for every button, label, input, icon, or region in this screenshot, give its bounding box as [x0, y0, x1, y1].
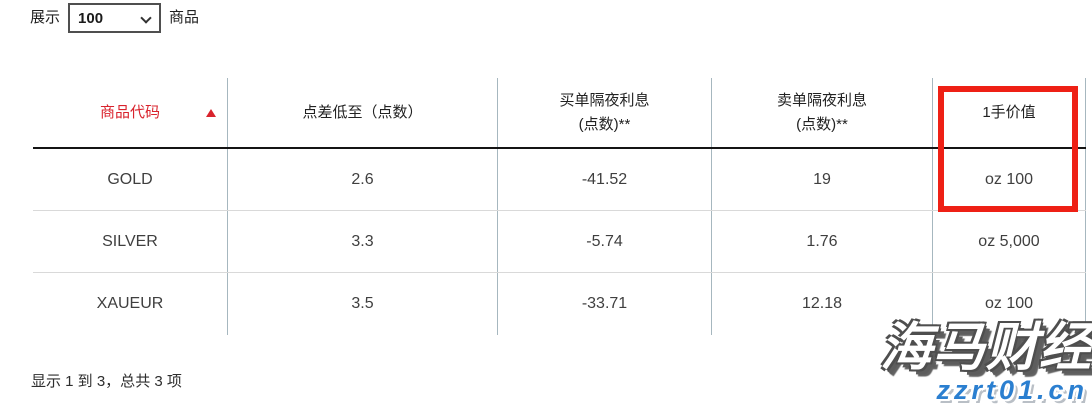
- column-header-label-line1: 卖单隔夜利息: [776, 92, 867, 110]
- cell-lot-value: oz 5,000: [933, 211, 1086, 272]
- table-header-row: 商品代码 点差低至（点数） 买单隔夜利息 (点数)** 卖单隔夜利息 (点数)*…: [33, 78, 1086, 149]
- cell-buy-swap: -41.52: [498, 149, 712, 210]
- column-header-buy-swap[interactable]: 买单隔夜利息 (点数)**: [498, 78, 712, 147]
- cell-sell-swap: 19: [712, 149, 933, 210]
- column-header-spread[interactable]: 点差低至（点数）: [228, 78, 498, 147]
- column-header-lot-value[interactable]: 1手价值: [933, 78, 1086, 147]
- cell-product-code: SILVER: [33, 211, 228, 272]
- column-header-label: 点差低至（点数）: [302, 103, 423, 121]
- page-size-select[interactable]: 100: [68, 3, 162, 33]
- page-size-controls: 展示 100 商品: [30, 3, 199, 33]
- show-label: 展示: [30, 9, 61, 26]
- column-header-label: 商品代码: [99, 103, 160, 121]
- column-header-label-line2: (点数)**: [578, 115, 631, 133]
- watermark-site-url: zzrt01.cn: [936, 375, 1088, 405]
- page-size-select-input[interactable]: 100: [70, 5, 160, 31]
- results-summary: 显示 1 到 3，总共 3 项: [31, 373, 182, 390]
- cell-spread: 3.3: [228, 211, 498, 272]
- column-header-sell-swap[interactable]: 卖单隔夜利息 (点数)**: [712, 78, 933, 147]
- cell-lot-value: oz 100: [933, 273, 1086, 335]
- cell-lot-value: oz 100: [933, 149, 1086, 210]
- column-header-product-code[interactable]: 商品代码: [33, 78, 228, 147]
- column-header-label-line1: 买单隔夜利息: [559, 92, 650, 110]
- cell-buy-swap: -5.74: [498, 211, 712, 272]
- cell-product-code: GOLD: [33, 149, 228, 210]
- cell-sell-swap: 1.76: [712, 211, 933, 272]
- table-row-gold: GOLD 2.6 -41.52 19 oz 100: [33, 149, 1086, 211]
- column-header-label-line2: (点数)**: [796, 115, 848, 133]
- products-table: 商品代码 点差低至（点数） 买单隔夜利息 (点数)** 卖单隔夜利息 (点数)*…: [33, 78, 1086, 335]
- cell-spread: 2.6: [228, 149, 498, 210]
- sort-asc-icon: [206, 108, 216, 117]
- cell-product-code: XAUEUR: [33, 273, 228, 335]
- table-row-silver: SILVER 3.3 -5.74 1.76 oz 5,000: [33, 211, 1086, 273]
- cell-spread: 3.5: [228, 273, 498, 335]
- unit-label: 商品: [169, 9, 200, 26]
- cell-buy-swap: -33.71: [498, 273, 712, 335]
- cell-sell-swap: 12.18: [712, 273, 933, 335]
- column-header-label: 1手价值: [982, 103, 1036, 121]
- table-row-xaueur: XAUEUR 3.5 -33.71 12.18 oz 100: [33, 273, 1086, 335]
